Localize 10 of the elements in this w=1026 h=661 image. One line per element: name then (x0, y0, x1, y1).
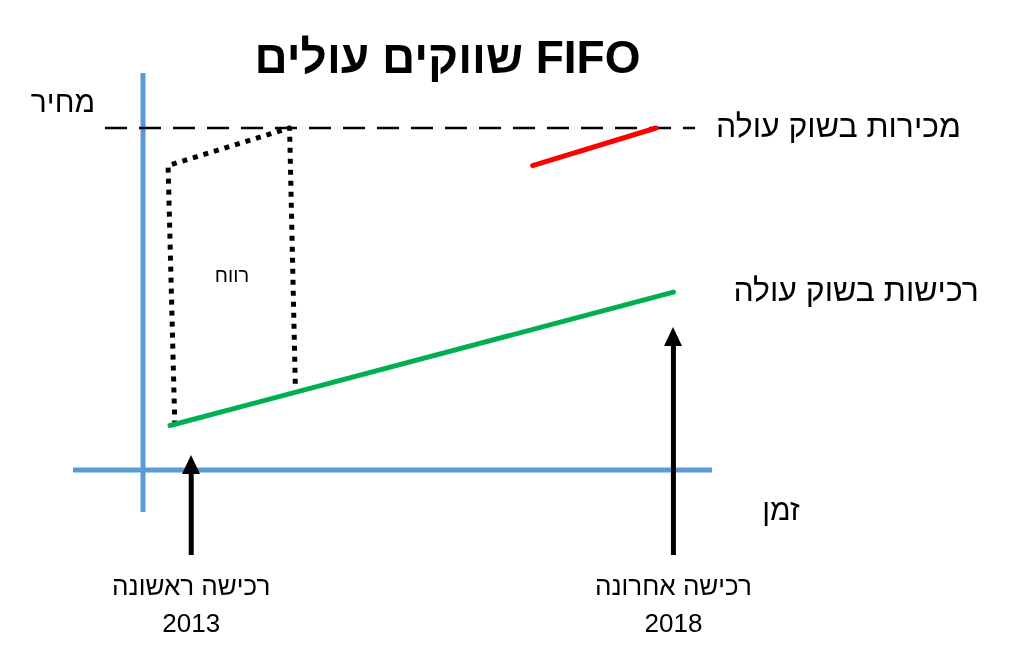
series-label: מכירות בשוק עולה (716, 107, 962, 144)
chart-title: FIFO שווקים עולים (254, 30, 641, 83)
ref-line-label: רכישה אחרונה (594, 571, 752, 602)
x-tick-label: 2018 (644, 608, 703, 639)
x-axis-title: זמן (762, 493, 801, 527)
y-axis-title: מחיר (30, 85, 95, 119)
text: רווח (214, 264, 250, 287)
x-tick-label: 2013 (162, 608, 221, 639)
series-label: רכישות בשוק עולה (733, 271, 979, 308)
ref-line-label: רכישה ראשונה (112, 571, 271, 602)
